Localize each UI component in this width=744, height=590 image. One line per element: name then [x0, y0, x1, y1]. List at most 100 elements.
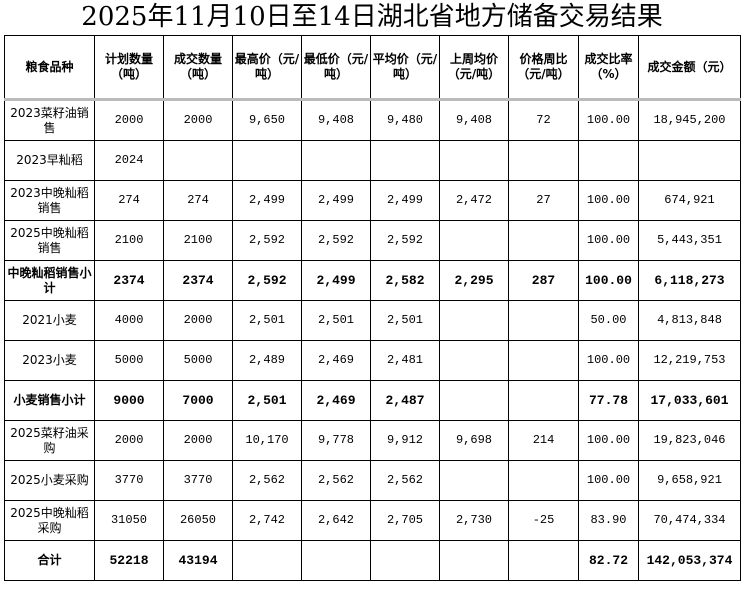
- table-cell: 2000: [163, 420, 233, 461]
- table-cell: 9,650: [232, 98, 302, 141]
- table-cell: 2,501: [232, 300, 302, 341]
- column-header: 价格周比（元/吨）: [508, 35, 579, 100]
- table-cell: 2,562: [301, 460, 371, 501]
- table-cell: 9,912: [370, 420, 440, 461]
- table-cell: 70,474,334: [638, 500, 741, 541]
- table-cell: 5,443,351: [638, 220, 741, 261]
- table-cell: [508, 460, 579, 501]
- table-cell: [301, 540, 371, 581]
- grain-name-cell: 2023菜籽油销售: [4, 98, 95, 141]
- grain-name-cell: 合计: [4, 540, 95, 581]
- table-row: 2023早籼稻 2024: [4, 140, 741, 181]
- table-cell: 4,813,848: [638, 300, 741, 341]
- table-cell: [508, 300, 579, 341]
- table-cell: 2,592: [370, 220, 440, 261]
- table-row: 2025菜籽油采购 2000 2000 10,170 9,778 9,912 9,698 21…: [4, 420, 741, 461]
- table-cell: [301, 140, 371, 181]
- grain-name-cell: 2023小麦: [4, 340, 95, 381]
- column-header: 最高价（元/吨）: [232, 35, 302, 100]
- table-cell: 9,658,921: [638, 460, 741, 501]
- table-cell: 43194: [163, 540, 233, 581]
- table-cell: 2024: [94, 140, 164, 181]
- table-cell: 100.00: [578, 220, 639, 261]
- table-cell: [232, 540, 302, 581]
- column-header: 成交金额（元）: [638, 35, 741, 100]
- table-cell: 3770: [163, 460, 233, 501]
- table-cell: 9,698: [439, 420, 509, 461]
- table-cell: 214: [508, 420, 579, 461]
- table-cell: 77.78: [578, 380, 639, 421]
- table-row: 2023中晚籼稻销售 274 274 2,499 2,499 2,499 2,472 27 10…: [4, 180, 741, 221]
- table-cell: 2100: [94, 220, 164, 261]
- table-cell: 82.72: [578, 540, 639, 581]
- table-cell: 9,408: [301, 98, 371, 141]
- table-cell: [439, 140, 509, 181]
- table-cell: [370, 140, 440, 181]
- column-header: 成交数量（吨）: [163, 35, 233, 100]
- table-cell: 100.00: [578, 340, 639, 381]
- column-header: 上周均价（元/吨）: [439, 35, 509, 100]
- table-cell: 31050: [94, 500, 164, 541]
- table-cell: 12,219,753: [638, 340, 741, 381]
- table-cell: [439, 340, 509, 381]
- table-cell: [163, 140, 233, 181]
- grain-name-cell: 2025中晚籼稻采购: [4, 500, 95, 541]
- table-cell: 2,501: [301, 300, 371, 341]
- column-header: 平均价（元/吨）: [370, 35, 440, 100]
- table-cell: 287: [508, 260, 579, 301]
- table-cell: 2,501: [232, 380, 302, 421]
- table-cell: 100.00: [578, 260, 639, 301]
- table-cell: [508, 140, 579, 181]
- table-cell: 2,642: [301, 500, 371, 541]
- table-cell: 2,562: [370, 460, 440, 501]
- table-cell: [508, 380, 579, 421]
- grain-name-cell: 2023早籼稻: [4, 140, 95, 181]
- table-cell: 83.90: [578, 500, 639, 541]
- table-cell: 3770: [94, 460, 164, 501]
- table-cell: 19,823,046: [638, 420, 741, 461]
- grain-name-cell: 2023中晚籼稻销售: [4, 180, 95, 221]
- table-row: 2023小麦 5000 5000 2,489 2,469 2,481 100.00 12,21…: [4, 340, 741, 381]
- table-row: 2025中晚籼稻采购 31050 26050 2,742 2,642 2,705 2,730…: [4, 500, 741, 541]
- table-cell: 100.00: [578, 420, 639, 461]
- table-cell: [578, 140, 639, 181]
- table-cell: 2,295: [439, 260, 509, 301]
- grain-name-cell: 小麦销售小计: [4, 380, 95, 421]
- table-cell: -25: [508, 500, 579, 541]
- table-cell: [370, 540, 440, 581]
- table-cell: [508, 220, 579, 261]
- table-cell: 2,481: [370, 340, 440, 381]
- table-cell: 2,705: [370, 500, 440, 541]
- table-cell: 100.00: [578, 460, 639, 501]
- header-row: 粮食品种 计划数量（吨） 成交数量（吨） 最高价（元/吨） 最低价（元/吨） 平均价（元/…: [4, 35, 741, 100]
- table-cell: 2000: [94, 98, 164, 141]
- table-row: 2023菜籽油销售 2000 2000 9,650 9,408 9,480 9,408 72 1…: [4, 98, 741, 141]
- table-cell: 5000: [94, 340, 164, 381]
- table-cell: 274: [163, 180, 233, 221]
- table-cell: 100.00: [578, 98, 639, 141]
- table-cell: 2,730: [439, 500, 509, 541]
- table-cell: [232, 140, 302, 181]
- table-cell: 2374: [163, 260, 233, 301]
- table-cell: [439, 220, 509, 261]
- table-row: 2025中晚籼稻销售 2100 2100 2,592 2,592 2,592 100.00 5…: [4, 220, 741, 261]
- grain-name-cell: 2025中晚籼稻销售: [4, 220, 95, 261]
- table-cell: 2,499: [232, 180, 302, 221]
- table-cell: 2,489: [232, 340, 302, 381]
- table-cell: 2000: [163, 300, 233, 341]
- table-cell: 2,582: [370, 260, 440, 301]
- table-cell: 9,778: [301, 420, 371, 461]
- subtotal-row: 中晚籼稻销售小计 2374 2374 2,592 2,499 2,582 2,295 287 1…: [4, 260, 741, 301]
- table-cell: 5000: [163, 340, 233, 381]
- table-cell: 2,592: [232, 260, 302, 301]
- table-cell: 2000: [94, 420, 164, 461]
- table-cell: 2,499: [301, 260, 371, 301]
- table-cell: 274: [94, 180, 164, 221]
- grain-name-cell: 2021小麦: [4, 300, 95, 341]
- grain-name-cell: 2025小麦采购: [4, 460, 95, 501]
- table-cell: 9,408: [439, 98, 509, 141]
- table-cell: 2,469: [301, 340, 371, 381]
- table-cell: 4000: [94, 300, 164, 341]
- column-header: 计划数量（吨）: [94, 35, 164, 100]
- table-cell: 2,592: [301, 220, 371, 261]
